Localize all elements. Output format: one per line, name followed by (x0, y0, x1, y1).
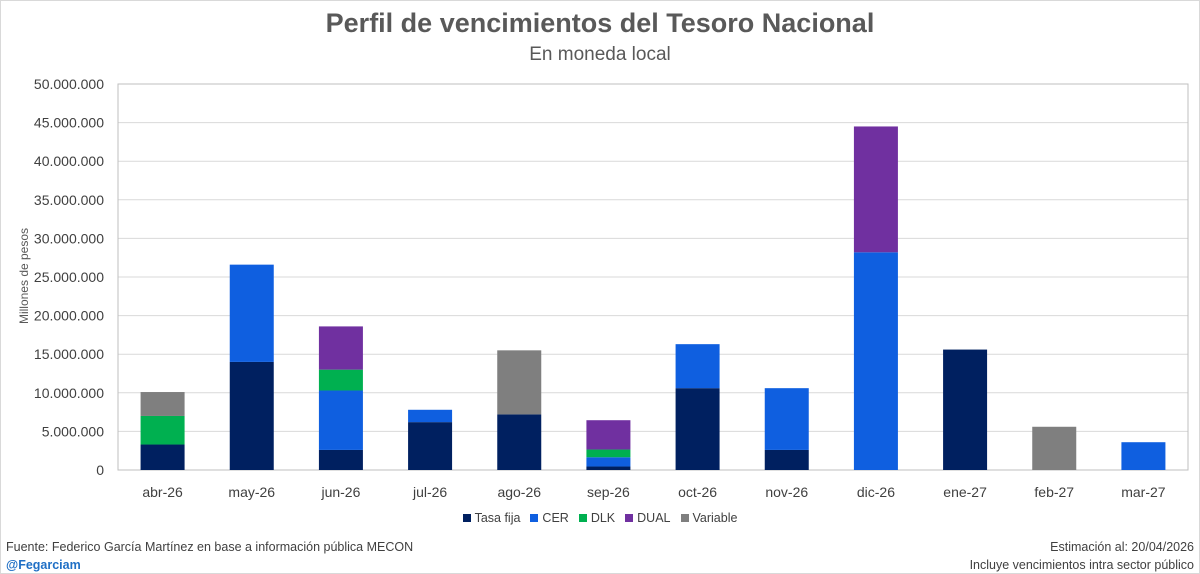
y-tick-label: 10.000.000 (34, 385, 104, 401)
bar-tasa-fija-ago-26 (497, 414, 542, 470)
y-tick-label: 30.000.000 (34, 230, 104, 246)
bar-dual-dic-26 (853, 126, 898, 253)
x-tick-label: feb-27 (1034, 484, 1074, 500)
bar-variable-feb-27 (1032, 426, 1077, 470)
legend-swatch (625, 514, 634, 522)
x-tick-label: may-26 (228, 484, 275, 500)
x-tick-label: abr-26 (142, 484, 183, 500)
bar-cer-nov-26 (764, 388, 809, 450)
legend-label: Tasa fija (474, 511, 521, 525)
bar-dual-sep-26 (586, 420, 631, 450)
x-tick-label: nov-26 (765, 484, 808, 500)
y-tick-label: 40.000.000 (34, 153, 104, 169)
bar-cer-may-26 (229, 264, 274, 362)
legend-label: CER (542, 511, 569, 525)
y-tick-label: 50.000.000 (34, 76, 104, 92)
y-tick-label: 35.000.000 (34, 192, 104, 208)
legend-label: DLK (590, 511, 616, 525)
legend-item: Tasa fija (462, 511, 521, 525)
x-tick-label: mar-27 (1121, 484, 1166, 500)
legend-swatch (680, 514, 689, 522)
bar-tasa-fija-jul-26 (408, 422, 453, 470)
y-tick-label: 5.000.000 (42, 423, 104, 439)
bar-cer-sep-26 (586, 457, 631, 467)
bar-cer-dic-26 (853, 252, 898, 470)
x-tick-label: sep-26 (587, 484, 630, 500)
bar-tasa-fija-oct-26 (675, 388, 720, 470)
legend-label: DUAL (637, 511, 671, 525)
author-handle[interactable]: @Fegarciam (6, 558, 81, 572)
legend-swatch (530, 514, 539, 522)
bar-tasa-fija-nov-26 (764, 449, 809, 470)
scope-note: Incluye vencimientos intra sector públic… (969, 558, 1194, 572)
x-tick-label: jul-26 (412, 484, 447, 500)
legend-swatch (462, 514, 471, 522)
bar-tasa-fija-ene-27 (943, 349, 988, 470)
legend-item: Variable (680, 511, 738, 525)
bar-tasa-fija-jun-26 (318, 449, 363, 470)
x-tick-label: jun-26 (320, 484, 360, 500)
chart-subtitle: En moneda local (529, 44, 671, 65)
x-tick-label: oct-26 (678, 484, 717, 500)
bar-dual-jun-26 (318, 326, 363, 370)
legend-item: DUAL (625, 511, 671, 525)
source-note: Fuente: Federico García Martínez en base… (6, 540, 414, 554)
legend-swatch (578, 514, 587, 522)
bar-cer-jun-26 (318, 390, 363, 450)
bar-tasa-fija-may-26 (229, 361, 274, 470)
bar-tasa-fija-abr-26 (140, 444, 185, 470)
estimate-date: Estimación al: 20/04/2026 (1050, 540, 1194, 554)
legend-item: DLK (578, 511, 616, 525)
bar-cer-mar-27 (1121, 442, 1166, 470)
y-tick-label: 25.000.000 (34, 269, 104, 285)
bar-tasa-fija-sep-26 (586, 466, 631, 470)
y-tick-label: 20.000.000 (34, 308, 104, 324)
bar-dlk-sep-26 (586, 449, 631, 458)
x-tick-label: ene-27 (943, 484, 987, 500)
chart-legend: Tasa fija CER DLK DUAL Variable (0, 511, 1200, 525)
bar-cer-jul-26 (408, 409, 453, 423)
chart-title: Perfil de vencimientos del Tesoro Nacion… (325, 8, 875, 38)
bar-dlk-abr-26 (140, 415, 185, 445)
plot-area (117, 83, 1189, 471)
legend-item: CER (530, 511, 569, 525)
y-tick-label: 45.000.000 (34, 115, 104, 131)
x-tick-label: dic-26 (857, 484, 895, 500)
bar-variable-abr-26 (140, 392, 185, 416)
legend-label: Variable (692, 511, 738, 525)
bar-variable-ago-26 (497, 350, 542, 415)
bar-cer-oct-26 (675, 344, 720, 389)
y-tick-label: 0 (96, 462, 104, 478)
x-tick-label: ago-26 (497, 484, 541, 500)
bar-dlk-jun-26 (318, 369, 363, 391)
y-tick-label: 15.000.000 (34, 346, 104, 362)
